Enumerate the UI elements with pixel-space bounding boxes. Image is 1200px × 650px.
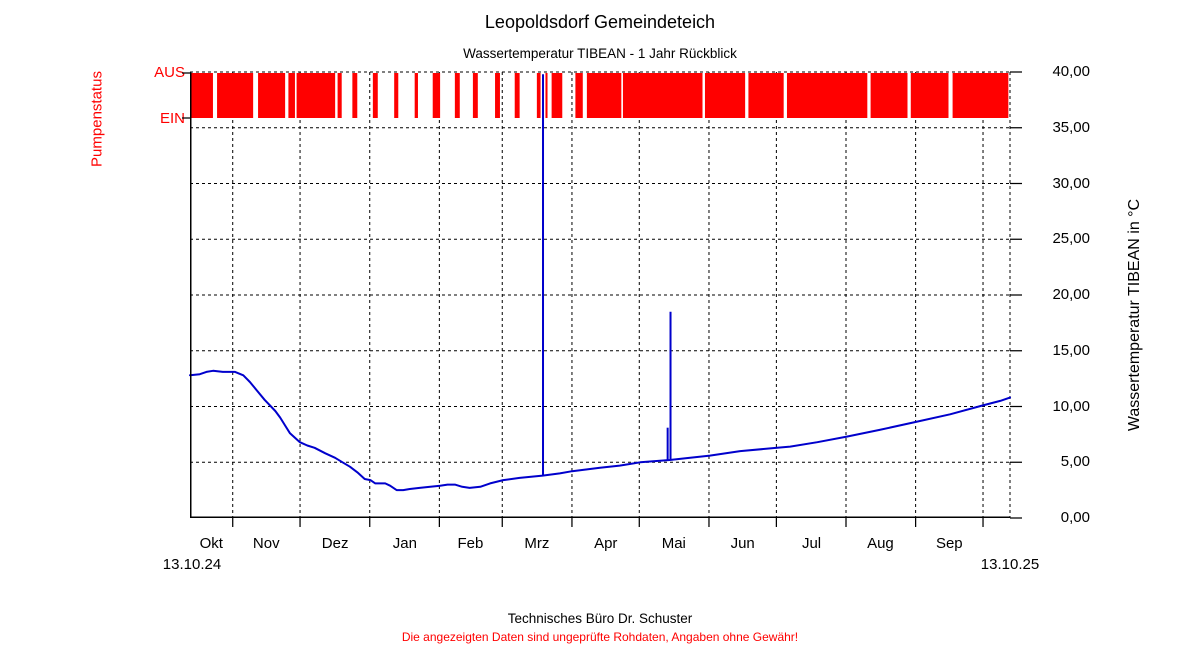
pump-on-segment	[258, 73, 286, 118]
pump-on-segment	[514, 73, 520, 118]
pump-on-segment	[217, 73, 254, 118]
pump-on-segment	[870, 73, 908, 118]
month-label: Nov	[252, 535, 280, 552]
plot-area	[182, 71, 1022, 527]
month-label: Aug	[867, 535, 894, 552]
x-axis-end-date: 13.10.25	[980, 556, 1040, 573]
y-tick-label: 25,00	[1052, 230, 1090, 248]
right-axis-title: Wassertemperatur TIBEAN in °C	[1126, 198, 1143, 432]
y-tick-label: 20,00	[1052, 286, 1090, 303]
pump-on-segment	[536, 73, 541, 118]
pump-on-segment	[622, 73, 703, 118]
month-label: Dez	[321, 535, 349, 552]
pump-state-label-ein: EIN	[159, 110, 185, 127]
pump-on-segment	[394, 73, 399, 118]
y-tick-label: 5,00	[1060, 453, 1090, 471]
pump-on-segment	[190, 73, 213, 118]
pump-on-segment	[414, 73, 418, 118]
y-tick-label: 10,00	[1052, 397, 1090, 415]
month-label: Jul	[801, 535, 822, 552]
page-title: Leopoldsdorf Gemeindeteich	[484, 12, 716, 32]
pump-on-segment	[352, 73, 358, 118]
pump-on-segment	[704, 73, 746, 118]
pump-on-segment	[337, 73, 342, 118]
pump-on-segment	[952, 73, 1009, 118]
month-label: Sep	[935, 535, 963, 552]
left-axis-title: Pumpenstatus	[88, 71, 106, 167]
month-label: Feb	[457, 535, 484, 552]
month-label: Mai	[661, 535, 686, 552]
pump-on-segment	[575, 73, 583, 118]
month-label: Mrz	[524, 535, 550, 552]
chart-subtitle: Wassertemperatur TIBEAN - 1 Jahr Rückbli…	[463, 46, 737, 61]
pump-on-segment	[748, 73, 784, 118]
pump-state-label-aus: AUS	[154, 64, 185, 81]
y-tick-label: 30,00	[1052, 174, 1090, 192]
pump-on-segment	[454, 73, 460, 118]
pump-on-segment	[786, 73, 868, 118]
pump-on-segment	[545, 73, 548, 118]
x-axis-start-date: 13.10.24	[162, 556, 222, 573]
y-tick-label: 0,00	[1060, 509, 1090, 526]
footer-disclaimer: Die angezeigten Daten sind ungeprüfte Ro…	[401, 630, 799, 644]
pump-on-segment	[432, 73, 441, 118]
y-tick-label: 15,00	[1052, 341, 1090, 359]
pump-on-segment	[586, 73, 622, 118]
y-tick-label: 40,00	[1052, 63, 1090, 80]
chart-svg	[182, 71, 1022, 527]
pump-on-segment	[372, 73, 378, 118]
pump-on-segment	[288, 73, 295, 118]
y-tick-label: 35,00	[1052, 118, 1090, 136]
pump-on-segment	[472, 73, 478, 118]
temperature-line	[189, 369, 1011, 492]
pump-on-segment	[495, 73, 500, 118]
month-label: Jan	[392, 535, 417, 552]
month-label: Jun	[730, 535, 755, 552]
month-label: Okt	[199, 535, 223, 552]
month-label: Apr	[594, 535, 618, 552]
pump-on-segment	[296, 73, 336, 118]
pump-on-segment	[551, 73, 563, 118]
pump-on-segment	[910, 73, 949, 118]
footer-company: Technisches Büro Dr. Schuster	[507, 611, 693, 626]
